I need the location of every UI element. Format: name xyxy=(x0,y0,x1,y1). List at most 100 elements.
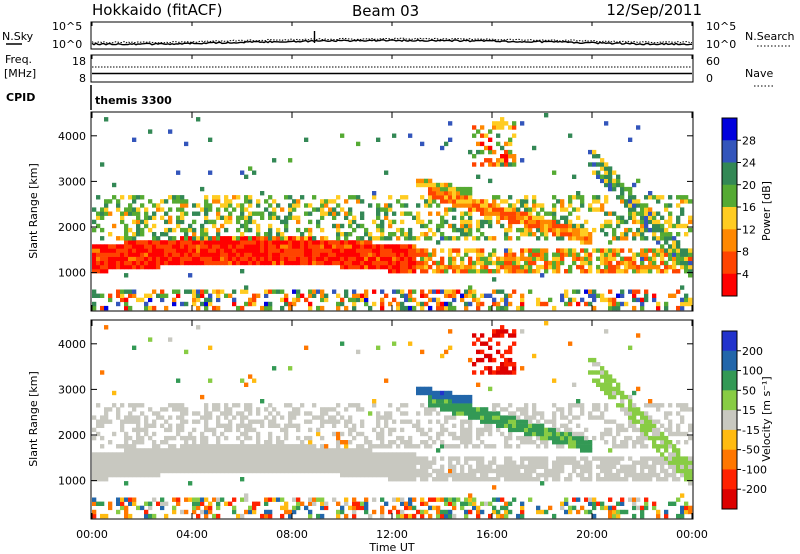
power-cell xyxy=(144,248,149,253)
velocity-cell xyxy=(292,407,297,412)
velocity-cell xyxy=(388,427,393,433)
power-cell xyxy=(152,244,157,249)
velocity-cell xyxy=(252,460,257,465)
velocity-cell xyxy=(380,505,385,511)
velocity-cell xyxy=(524,464,529,469)
velocity-cell xyxy=(360,505,365,511)
power-cell xyxy=(452,264,457,270)
power-cell xyxy=(652,260,657,266)
velocity-cell xyxy=(272,456,277,461)
velocity-cell xyxy=(208,444,213,449)
velocity-cell xyxy=(296,407,301,412)
velocity-cell xyxy=(400,460,405,465)
power-cell xyxy=(504,260,509,266)
velocity-cell xyxy=(540,509,545,515)
power-cell xyxy=(680,199,685,204)
velocity-cell xyxy=(620,407,625,412)
power-cell xyxy=(392,289,397,294)
velocity-cell xyxy=(524,407,529,412)
velocity-ylabel: Slant Range [km] xyxy=(27,371,40,467)
power-cell xyxy=(644,203,649,208)
velocity-cell xyxy=(672,444,677,449)
velocity-cell xyxy=(460,427,465,433)
power-cell xyxy=(412,297,417,303)
power-cell xyxy=(360,236,365,241)
power-cell xyxy=(228,203,233,208)
velocity-cell xyxy=(512,329,517,334)
power-cell xyxy=(528,227,533,233)
power-cell xyxy=(616,178,621,184)
velocity-cell xyxy=(248,411,253,416)
power-cell xyxy=(268,240,273,245)
velocity-cell xyxy=(384,501,389,506)
velocity-cell xyxy=(480,472,485,478)
power-cell xyxy=(216,199,221,204)
velocity-cell xyxy=(552,415,557,420)
power-cell xyxy=(612,248,617,253)
velocity-cell xyxy=(636,419,641,424)
velocity-cell xyxy=(108,460,113,465)
velocity-cell xyxy=(260,399,265,404)
velocity-cell xyxy=(376,345,381,350)
power-cell xyxy=(600,256,605,261)
power-cell xyxy=(504,199,509,204)
power-cell xyxy=(404,297,409,303)
velocity-cell xyxy=(216,423,221,428)
power-cell xyxy=(656,227,661,233)
velocity-cell xyxy=(108,468,113,474)
velocity-cell xyxy=(188,464,193,469)
velocity-cell xyxy=(664,477,669,482)
velocity-cell xyxy=(628,423,633,428)
velocity-cell xyxy=(500,407,505,412)
power-cell xyxy=(192,244,197,249)
power-cell xyxy=(656,264,661,270)
velocity-cell xyxy=(528,435,533,441)
velocity-cell xyxy=(264,444,269,449)
velocity-cell xyxy=(296,448,301,453)
velocity-cell xyxy=(328,456,333,461)
power-cell xyxy=(640,264,645,270)
velocity-cell xyxy=(240,415,245,420)
power-cell xyxy=(304,236,309,241)
power-cell xyxy=(684,195,689,200)
power-colorbar-segment xyxy=(722,251,737,275)
power-cell xyxy=(364,240,369,245)
velocity-cell xyxy=(408,341,413,346)
power-cell xyxy=(544,252,549,257)
power-cell xyxy=(176,215,181,220)
power-cell xyxy=(312,248,317,253)
velocity-cell xyxy=(228,460,233,465)
power-cell xyxy=(508,293,513,298)
velocity-colorbar-segment xyxy=(722,410,737,431)
power-cell xyxy=(244,207,249,212)
power-cell xyxy=(268,252,273,257)
power-cell xyxy=(336,227,341,233)
power-cell xyxy=(192,219,197,225)
velocity-cell xyxy=(360,501,365,506)
velocity-cell xyxy=(684,440,689,445)
power-cell xyxy=(236,227,241,233)
power-cell xyxy=(216,232,221,237)
power-cell xyxy=(368,260,373,266)
velocity-cell xyxy=(664,509,669,515)
velocity-cell xyxy=(608,390,613,396)
velocity-cell xyxy=(308,501,313,506)
power-cell xyxy=(516,264,521,270)
velocity-cell xyxy=(424,464,429,469)
power-cell xyxy=(540,219,545,225)
velocity-cell xyxy=(312,452,317,457)
power-cell xyxy=(600,174,605,179)
power-cell xyxy=(364,248,369,253)
velocity-cell xyxy=(520,477,525,482)
power-cell xyxy=(420,195,425,200)
power-cell xyxy=(292,297,297,303)
power-cell xyxy=(164,248,169,253)
power-cell xyxy=(668,223,673,229)
power-cell xyxy=(352,195,357,200)
power-cell xyxy=(576,223,581,229)
velocity-cell xyxy=(192,464,197,469)
velocity-cell xyxy=(660,423,665,428)
power-colorbar-tick-label: 4 xyxy=(742,268,749,281)
velocity-cell xyxy=(468,493,473,498)
power-cell xyxy=(608,248,613,253)
